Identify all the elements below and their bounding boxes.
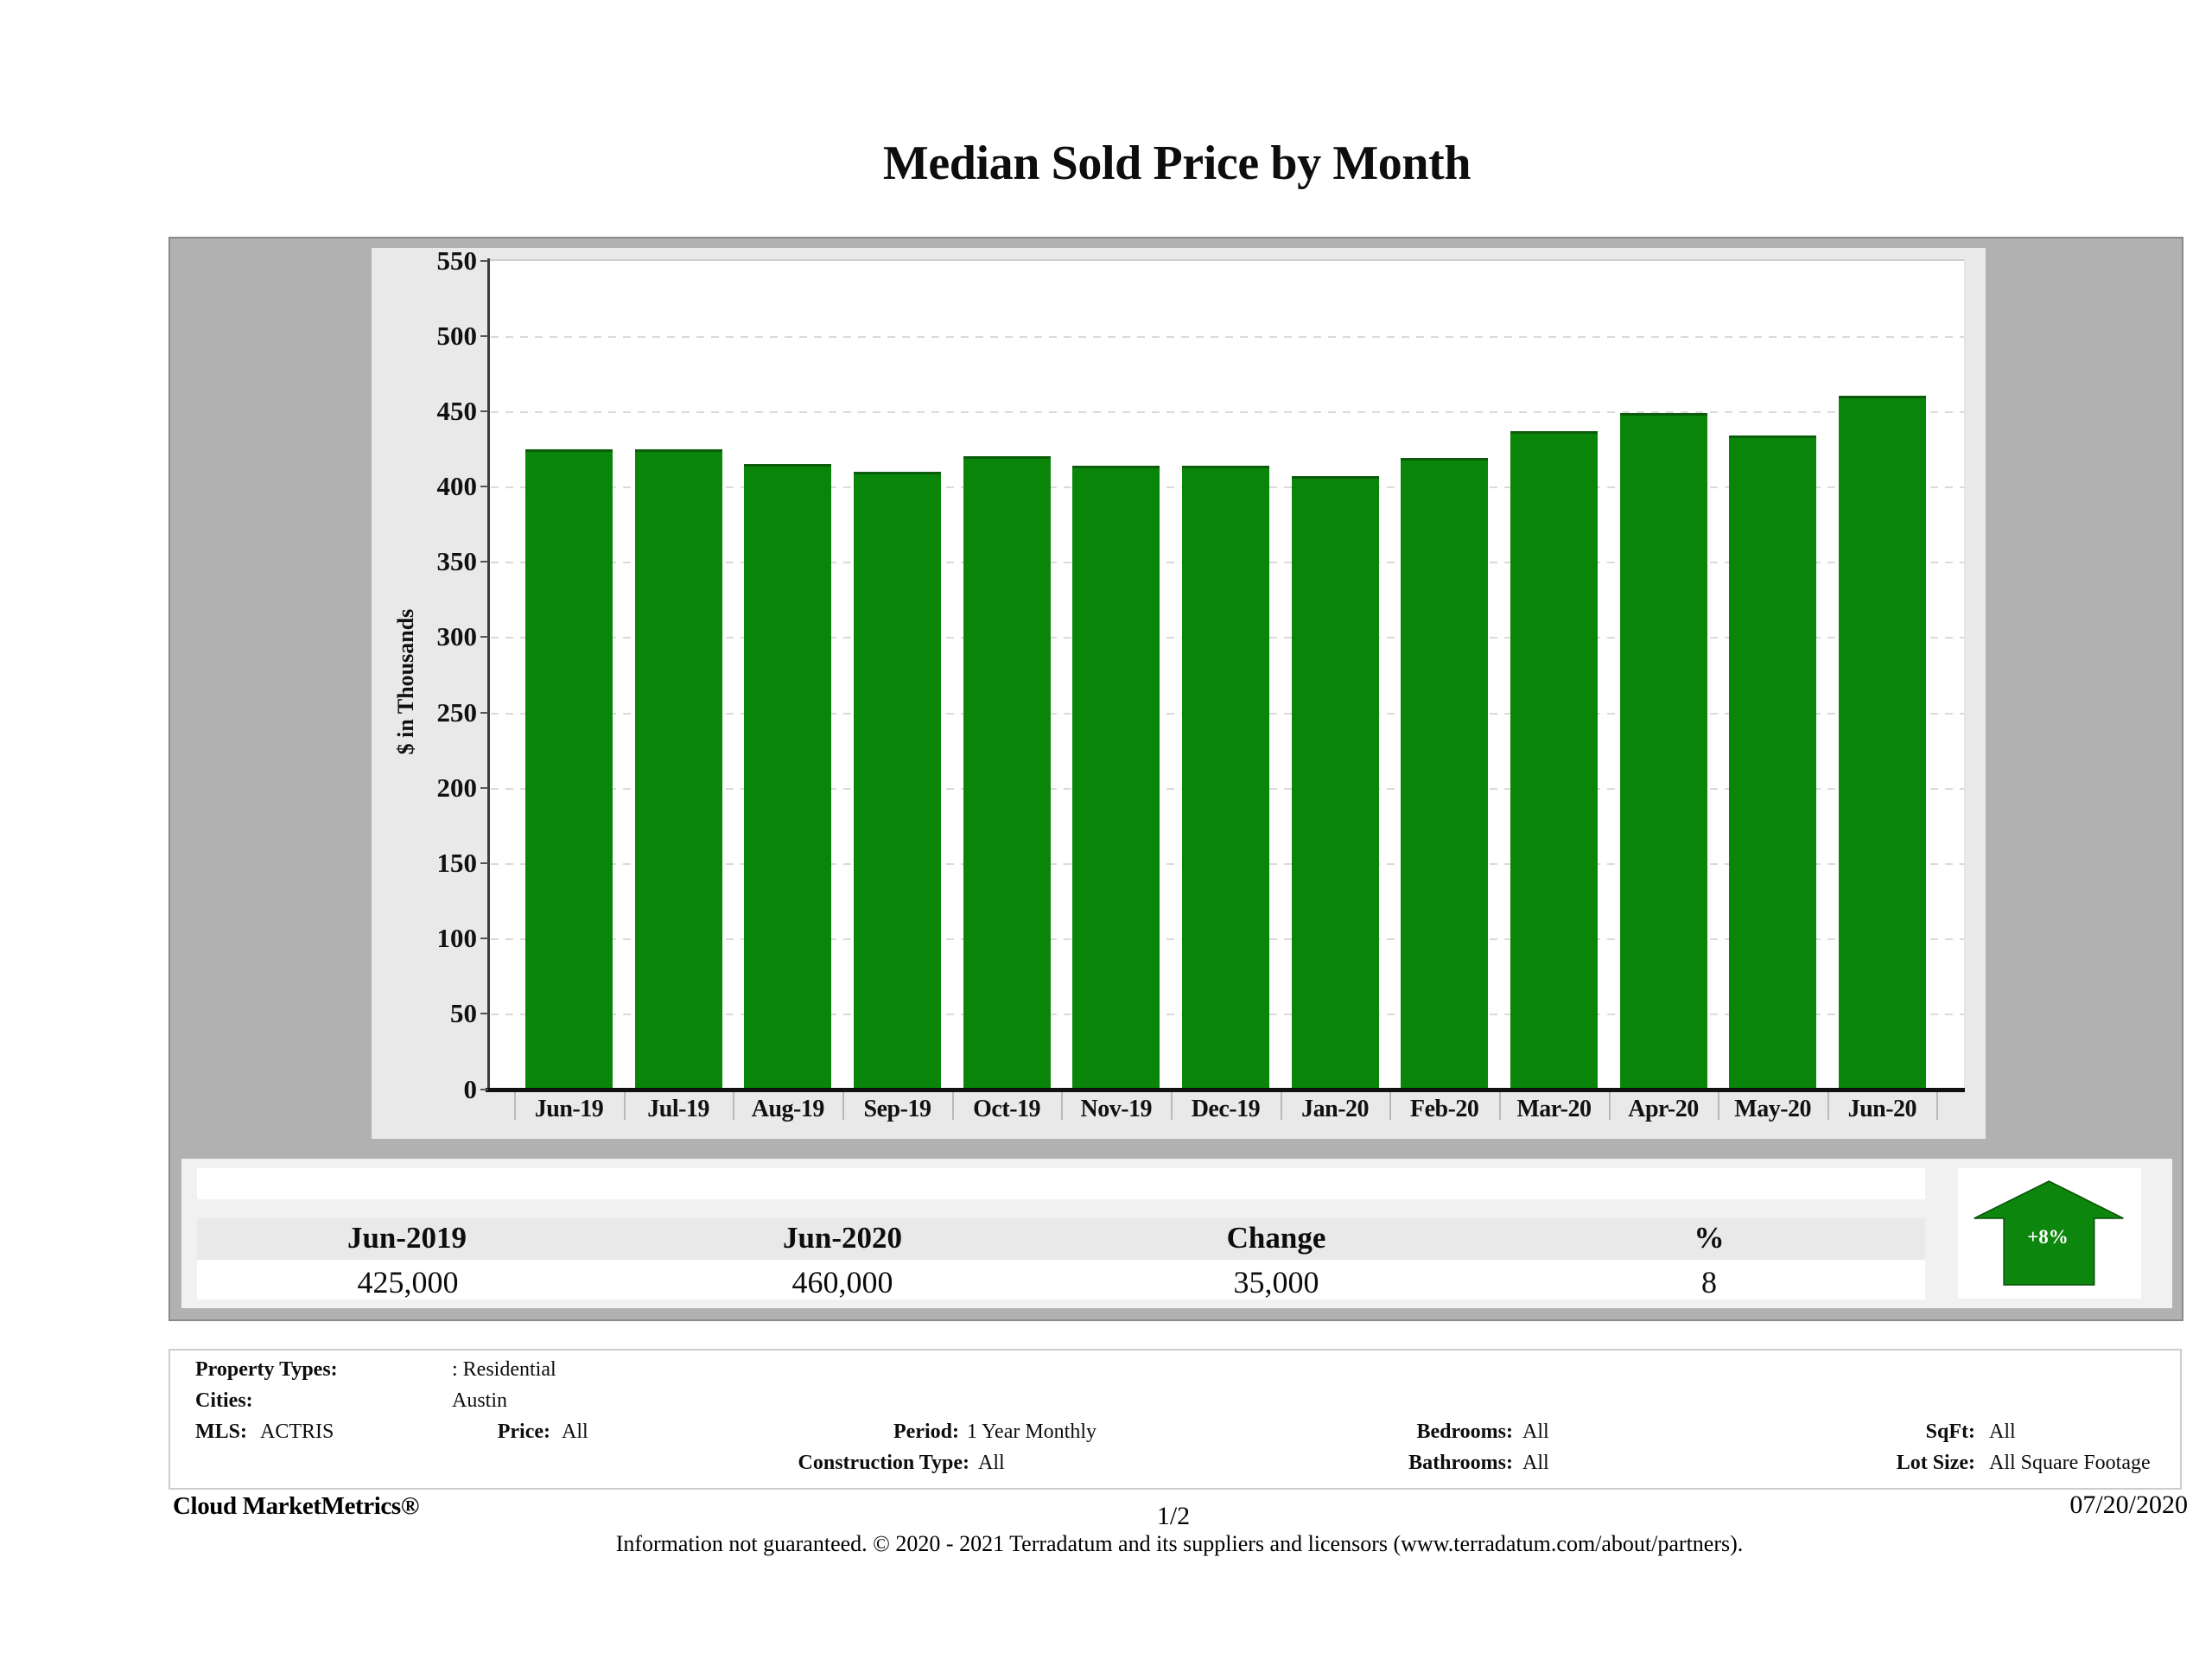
svg-text:+8%: +8% xyxy=(2027,1226,2069,1248)
